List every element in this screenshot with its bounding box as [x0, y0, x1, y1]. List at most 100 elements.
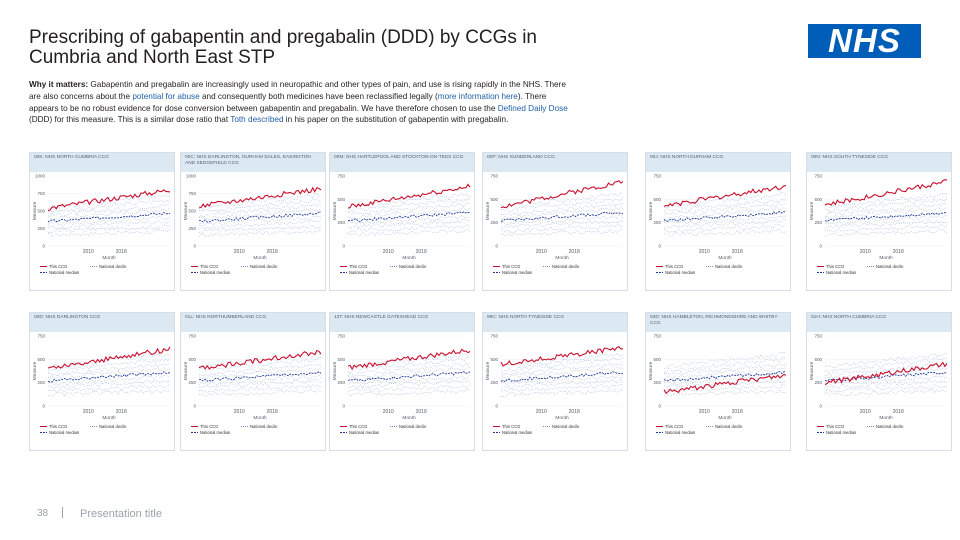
x-tick-label: 2018 — [569, 249, 580, 255]
national-decile-line — [347, 196, 471, 213]
national-decile-line — [500, 228, 624, 237]
national-decile-line — [824, 219, 948, 230]
national-decile-line — [824, 383, 948, 393]
chart-panel: 99C: NHS NORTH TYNESIDE CCG 750 500 250 0 Mea… — [482, 312, 628, 451]
national-decile-line — [824, 389, 948, 397]
legend-label: National median — [49, 430, 80, 435]
x-tick-label: 2018 — [116, 249, 127, 255]
x-tick-label: 2010 — [536, 409, 547, 415]
national-decile-line — [500, 357, 624, 373]
chart-panel-title: 13T: NHS NEWCASTLE GATESHEAD CCG — [330, 313, 474, 332]
y-tick-label: 0 — [819, 404, 822, 409]
potential-for-abuse-link[interactable]: potential for abuse — [132, 91, 200, 101]
x-axis-label: Month — [879, 255, 893, 261]
national-decile-line — [824, 202, 948, 217]
ccg-line — [824, 179, 948, 206]
y-tick-label: 0 — [658, 244, 661, 249]
x-tick-label: 2010 — [699, 409, 710, 415]
y-tick-label: 250 — [37, 226, 45, 231]
toth-described-link[interactable]: Toth described — [230, 115, 284, 125]
y-tick-label: 0 — [193, 404, 196, 409]
national-decile-line — [824, 374, 948, 386]
y-tick-label: 0 — [658, 404, 661, 409]
x-axis-label: Month — [102, 415, 116, 421]
chart-panel: 00M: NHS HARTLEPOOL AND STOCKTON-ON-TEES… — [329, 152, 475, 291]
national-decile-line — [47, 194, 171, 210]
national-decile-line — [347, 383, 471, 393]
y-tick-label: 750 — [37, 334, 45, 339]
y-tick-label: 750 — [188, 334, 196, 339]
y-tick-label: 250 — [653, 380, 661, 385]
national-decile-line — [47, 374, 171, 386]
legend-label: This CCG — [200, 424, 218, 429]
national-decile-line — [347, 229, 471, 237]
legend-label: National median — [502, 430, 533, 435]
y-axis-label: Measure — [648, 201, 654, 220]
x-tick-label: 2010 — [83, 249, 94, 255]
chart-panel-title: 00N: NHS SOUTH TYNESIDE CCG — [807, 153, 951, 172]
y-tick-label: 500 — [37, 209, 45, 214]
x-tick-label: 2018 — [116, 409, 127, 415]
chart-panel: 00C: NHS DARLINGTON, DURHAM DALES, EASIN… — [180, 152, 326, 291]
national-decile-line — [663, 384, 787, 394]
legend-label: National decile — [99, 424, 127, 429]
national-decile-line — [198, 208, 322, 220]
national-decile-line — [198, 383, 322, 393]
y-axis-label: Measure — [32, 361, 38, 380]
y-tick-label: 750 — [653, 334, 661, 339]
national-median-line — [500, 211, 624, 222]
national-decile-line — [663, 192, 787, 209]
national-decile-line — [47, 389, 171, 397]
x-tick-label: 2010 — [234, 249, 245, 255]
legend-label: National median — [502, 270, 533, 275]
y-tick-label: 250 — [490, 220, 498, 225]
legend-label: This CCG — [665, 424, 683, 429]
legend-label: National median — [200, 270, 231, 275]
national-decile-line — [500, 202, 624, 216]
ccg-line — [347, 183, 471, 209]
legend-label: This CCG — [349, 424, 367, 429]
more-information-link[interactable]: more information here — [437, 91, 518, 101]
x-tick-label: 2018 — [732, 409, 743, 415]
national-median-line — [824, 371, 948, 382]
national-decile-line — [500, 383, 624, 393]
y-tick-label: 750 — [188, 191, 196, 196]
legend-label: This CCG — [826, 264, 844, 269]
y-tick-label: 750 — [814, 174, 822, 179]
defined-daily-dose-link[interactable]: Defined Daily Dose — [497, 103, 568, 113]
national-median-line — [824, 212, 948, 223]
y-tick-label: 0 — [42, 244, 45, 249]
national-decile-line — [347, 374, 471, 386]
slide-title: Prescribing of gabapentin and pregabalin… — [29, 27, 537, 68]
y-axis-label: Measure — [183, 361, 189, 380]
x-tick-label: 2010 — [860, 409, 871, 415]
chart-panel-title: 00M: NHS HARTLEPOOL AND STOCKTON-ON-TEES… — [330, 153, 474, 172]
national-decile-line — [500, 206, 624, 220]
national-decile-line — [347, 361, 471, 377]
y-axis-label: Measure — [648, 361, 654, 380]
chart-panel: 01H: NHS NORTH CUMBRIA CCG 750 500 250 0 Meas… — [806, 312, 952, 451]
x-tick-label: 2010 — [699, 249, 710, 255]
national-decile-line — [663, 389, 787, 397]
y-tick-label: 500 — [653, 197, 661, 202]
x-axis-label: Month — [102, 255, 116, 261]
x-tick-label: 2018 — [267, 409, 278, 415]
national-decile-line — [47, 208, 171, 220]
legend-label: National decile — [399, 264, 427, 269]
body-part-4: (DDD) for this measure. This is a simila… — [29, 115, 231, 125]
chart-panel-title: 00K: NHS NORTH CUMBRIA CCG — [30, 153, 174, 172]
x-tick-label: 2018 — [416, 249, 427, 255]
national-decile-line — [824, 357, 948, 373]
chart-panel: 13T: NHS NEWCASTLE GATESHEAD CCG 750 500 25… — [329, 312, 475, 451]
national-decile-line — [824, 214, 948, 226]
national-decile-line — [347, 379, 471, 389]
national-decile-line — [347, 389, 471, 397]
y-tick-label: 250 — [188, 380, 196, 385]
x-axis-label: Month — [555, 415, 569, 421]
